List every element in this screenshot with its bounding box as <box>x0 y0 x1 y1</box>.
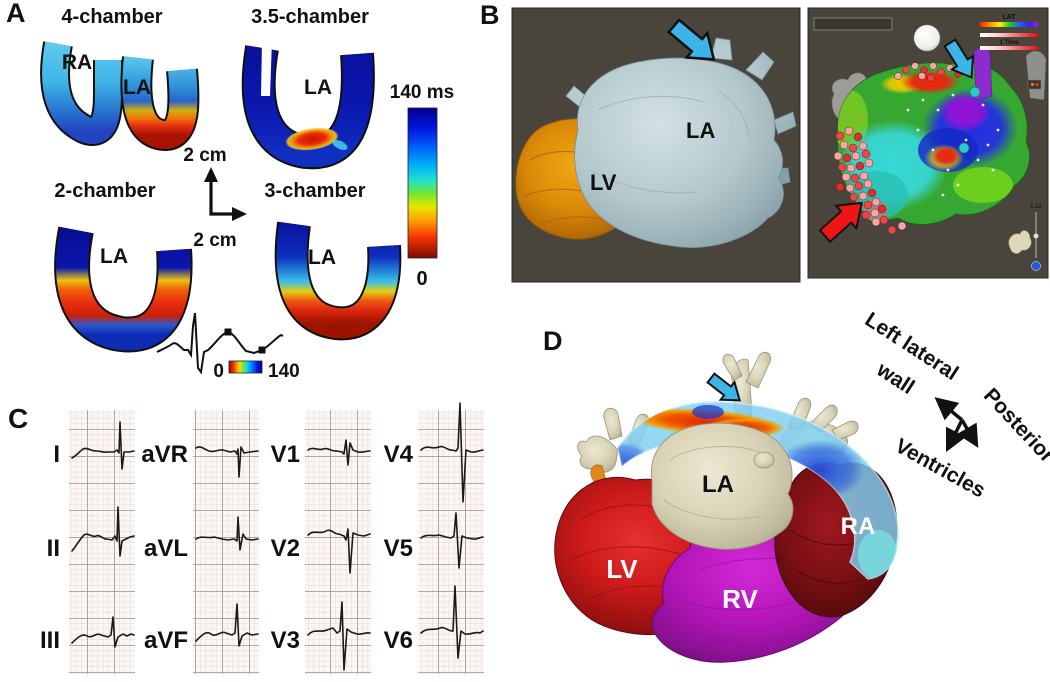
lead-label-I: I <box>53 441 60 468</box>
map-3-chamber: LA <box>274 221 402 341</box>
orientation-heart-icon <box>1008 230 1032 254</box>
la-3d-model <box>565 37 797 248</box>
reference-marker-icon <box>1027 79 1042 90</box>
rv-label: RV <box>722 584 758 614</box>
lv-label: LV <box>606 554 638 584</box>
marker-square-1 <box>224 328 232 336</box>
chamber-label-la-4ch: LA <box>123 76 151 99</box>
la-label-left: LA <box>686 118 715 143</box>
chamber-label-ra: RA <box>62 51 92 74</box>
colorbar-max-label: 140 ms <box>390 82 454 103</box>
la-3d-model <box>650 422 794 550</box>
zoom-slider[interactable]: 1.12 <box>1030 204 1042 258</box>
ecg-strip-3 <box>305 410 371 674</box>
ecg-traces <box>71 402 484 671</box>
lead-label-V2: V2 <box>271 535 300 562</box>
ct-segmentation-view: LA LV <box>511 7 801 283</box>
zoom-slider-value: 1.12 <box>1030 204 1042 210</box>
chamber-label-la-2ch: LA <box>100 245 128 268</box>
lead-label-II: II <box>47 535 60 562</box>
panel-a-label: A <box>6 0 26 28</box>
compass-posterior: Posterior <box>979 384 1050 467</box>
lead-label-V3: V3 <box>271 627 300 654</box>
lv-label-left: LV <box>590 170 617 195</box>
la-label: LA <box>702 471 734 498</box>
panel-a-activation-maps: A 4-chamber 3.5-chamber 2-chamber 3-cham… <box>6 0 454 382</box>
map-3-5-chamber: LA <box>241 40 375 170</box>
lat-legend-title: LAT <box>1002 14 1016 21</box>
lead-label-aVR: aVR <box>141 441 188 468</box>
electroanatomic-map-view: LAT 1 Time 1.12 <box>807 7 1049 279</box>
map-4-chamber: RA LA <box>40 41 200 152</box>
white-sphere-catheter <box>913 24 941 52</box>
panel-d-label: D <box>543 326 563 356</box>
lead-label-III: III <box>40 627 60 654</box>
lead-label-V6: V6 <box>384 627 413 654</box>
chamber-label-la-35ch: LA <box>304 76 332 99</box>
activation-colorbar: 140 ms 0 <box>390 82 454 290</box>
cyan-sphere-1 <box>969 86 981 98</box>
lead-label-aVL: aVL <box>144 535 188 562</box>
cyan-sphere-2 <box>958 142 970 154</box>
panel-c-ecg: C I II III aVR aVL aVF V1 V2 V3 V4 V5 V6 <box>8 402 484 674</box>
mini-colorbar: 0 140 <box>213 360 300 382</box>
reference-ecg-trace <box>156 312 284 375</box>
chamber-label-la-3ch: LA <box>308 246 336 269</box>
map-2-chamber: LA <box>54 226 193 353</box>
mini-colorbar-min: 0 <box>213 361 224 382</box>
ecg-strip-2 <box>193 410 259 674</box>
tool-button-icon[interactable] <box>1031 261 1041 271</box>
orientation-compass: Left lateral wall Posterior Ventricles <box>861 308 1050 502</box>
lead-label-aVF: aVF <box>144 627 188 654</box>
marker-square-2 <box>258 346 266 354</box>
scale-arrows-icon: 2 cm 2 cm <box>183 145 247 251</box>
lead-label-V5: V5 <box>384 535 413 562</box>
view-title-3-chamber: 3-chamber <box>264 180 365 202</box>
view-title-4-chamber: 4-chamber <box>61 6 162 28</box>
panel-b-label: B <box>480 0 500 30</box>
colorbar-min-label: 0 <box>416 268 427 290</box>
view-title-3-5-chamber: 3.5-chamber <box>251 6 369 28</box>
ra-label: RA <box>841 513 876 540</box>
mini-colorbar-max: 140 <box>268 361 300 382</box>
view-title-2-chamber: 2-chamber <box>54 180 155 202</box>
scale-label-horizontal: 2 cm <box>193 230 236 251</box>
zoom-slider-handle[interactable] <box>1033 233 1039 239</box>
measurement-box <box>813 17 893 31</box>
panel-b-3d-maps: B LA LV <box>480 0 1049 283</box>
panel-d-3d-heart: D LA <box>543 308 1050 663</box>
white-mapping-dots <box>906 93 1000 197</box>
panel-c-label: C <box>8 403 28 434</box>
lat-legend-time-label: 1 Time <box>1000 40 1020 46</box>
lead-label-V1: V1 <box>271 441 300 468</box>
ablation-point-spheres <box>833 62 962 235</box>
lat-legend: LAT 1 Time <box>980 14 1038 50</box>
lead-label-V4: V4 <box>384 441 414 468</box>
scale-label-vertical: 2 cm <box>183 145 226 166</box>
compass-left-lateral-line2: wall <box>872 358 919 399</box>
